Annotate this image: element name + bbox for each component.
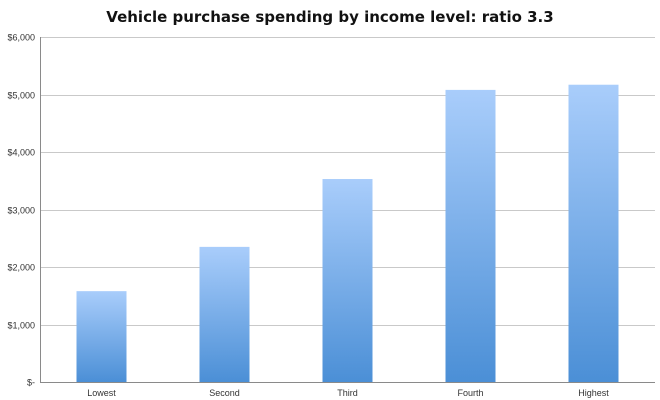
x-tick-label: Fourth (457, 388, 483, 398)
chart-title: Vehicle purchase spending by income leve… (106, 8, 554, 26)
y-tick-label: $1,000 (7, 321, 35, 331)
x-tick-label: Highest (578, 388, 609, 398)
y-tick-labels: $- $1,000 $2,000 $3,000 $4,000 $5,000 $6,000 (7, 33, 35, 388)
y-tick-label: $3,000 (7, 206, 35, 216)
bar-fourth (445, 89, 496, 383)
bar-highest (568, 84, 619, 382)
bar-second (199, 246, 250, 382)
bar-lowest (76, 291, 127, 382)
x-tick-label: Lowest (87, 388, 116, 398)
y-tick-label: $- (27, 378, 35, 388)
y-tick-label: $4,000 (7, 148, 35, 158)
x-tick-label: Third (337, 388, 358, 398)
bar-third (322, 179, 373, 382)
x-tick-label: Second (209, 388, 240, 398)
x-tick-labels: Lowest Second Third Fourth Highest (87, 388, 609, 398)
axes (40, 37, 655, 383)
y-tick-label: $5,000 (7, 91, 35, 101)
y-tick-label: $6,000 (7, 33, 35, 43)
bars (76, 84, 619, 383)
y-tick-label: $2,000 (7, 263, 35, 273)
